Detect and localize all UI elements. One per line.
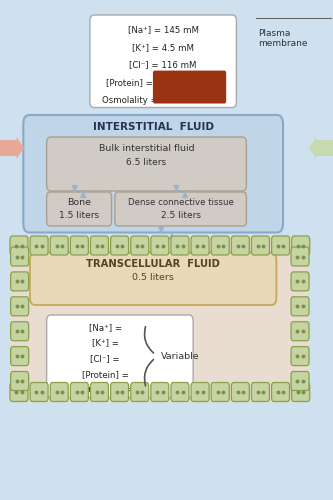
FancyBboxPatch shape	[23, 115, 283, 232]
Text: 0.5 liters: 0.5 liters	[132, 274, 174, 282]
FancyBboxPatch shape	[70, 382, 88, 402]
FancyBboxPatch shape	[50, 382, 68, 402]
FancyBboxPatch shape	[151, 236, 169, 255]
Text: [Na⁺] =: [Na⁺] =	[89, 323, 122, 332]
FancyBboxPatch shape	[70, 236, 88, 255]
Text: Bone: Bone	[67, 198, 91, 207]
FancyBboxPatch shape	[115, 192, 246, 226]
FancyBboxPatch shape	[50, 236, 68, 255]
FancyBboxPatch shape	[291, 272, 309, 291]
FancyBboxPatch shape	[131, 382, 149, 402]
FancyBboxPatch shape	[251, 382, 269, 402]
Text: Plasma
membrane: Plasma membrane	[258, 29, 308, 48]
FancyBboxPatch shape	[291, 322, 309, 340]
Text: [Cl⁻] =: [Cl⁻] =	[91, 354, 120, 363]
Text: Bulk interstitial fluid: Bulk interstitial fluid	[99, 144, 194, 153]
FancyBboxPatch shape	[211, 382, 229, 402]
FancyBboxPatch shape	[272, 382, 290, 402]
FancyBboxPatch shape	[251, 236, 269, 255]
FancyBboxPatch shape	[91, 382, 109, 402]
Text: 1.5 liters: 1.5 liters	[59, 211, 99, 220]
FancyBboxPatch shape	[171, 236, 189, 255]
FancyBboxPatch shape	[30, 252, 276, 305]
Text: 10.5 liters: 10.5 liters	[129, 137, 177, 146]
FancyBboxPatch shape	[47, 192, 112, 226]
FancyBboxPatch shape	[291, 372, 309, 390]
FancyBboxPatch shape	[171, 382, 189, 402]
Text: [Cl⁻] = 116 mM: [Cl⁻] = 116 mM	[130, 60, 197, 70]
FancyBboxPatch shape	[11, 247, 29, 266]
FancyBboxPatch shape	[10, 235, 310, 402]
Text: [Na⁺] = 145 mM: [Na⁺] = 145 mM	[128, 25, 199, 34]
FancyArrow shape	[309, 137, 333, 159]
FancyBboxPatch shape	[191, 382, 209, 402]
FancyBboxPatch shape	[10, 236, 28, 255]
Text: 6.5 liters: 6.5 liters	[127, 158, 166, 167]
Text: Variable: Variable	[161, 352, 199, 361]
FancyBboxPatch shape	[153, 70, 226, 104]
FancyBboxPatch shape	[91, 236, 109, 255]
Text: TRANSCELLULAR  FLUID: TRANSCELLULAR FLUID	[86, 259, 220, 269]
FancyBboxPatch shape	[11, 297, 29, 316]
Text: [K⁺] = 4.5 mM: [K⁺] = 4.5 mM	[132, 43, 194, 52]
FancyBboxPatch shape	[191, 236, 209, 255]
FancyBboxPatch shape	[291, 297, 309, 316]
Text: Osmolality =: Osmolality =	[77, 386, 133, 394]
FancyBboxPatch shape	[111, 382, 129, 402]
Text: Dense connective tissue: Dense connective tissue	[128, 198, 233, 207]
FancyBboxPatch shape	[291, 247, 309, 266]
FancyArrow shape	[0, 137, 24, 159]
Text: Osmolality =: Osmolality =	[102, 96, 158, 105]
Text: 2.5 liters: 2.5 liters	[161, 211, 201, 220]
FancyBboxPatch shape	[11, 322, 29, 340]
FancyBboxPatch shape	[11, 346, 29, 366]
FancyBboxPatch shape	[292, 236, 310, 255]
Text: INTERSTITIAL  FLUID: INTERSTITIAL FLUID	[93, 122, 214, 132]
FancyBboxPatch shape	[10, 382, 28, 402]
Text: [K⁺] =: [K⁺] =	[92, 338, 119, 347]
FancyBboxPatch shape	[30, 236, 48, 255]
FancyBboxPatch shape	[231, 236, 249, 255]
FancyBboxPatch shape	[47, 137, 246, 191]
Text: [Protein] =: [Protein] =	[106, 78, 153, 88]
FancyBboxPatch shape	[151, 382, 169, 402]
FancyBboxPatch shape	[11, 372, 29, 390]
FancyBboxPatch shape	[291, 346, 309, 366]
FancyBboxPatch shape	[90, 15, 236, 108]
FancyBboxPatch shape	[111, 236, 129, 255]
FancyBboxPatch shape	[292, 382, 310, 402]
FancyBboxPatch shape	[30, 382, 48, 402]
Text: [Protein] =: [Protein] =	[82, 370, 129, 378]
FancyBboxPatch shape	[47, 315, 193, 398]
FancyBboxPatch shape	[11, 272, 29, 291]
FancyBboxPatch shape	[211, 236, 229, 255]
FancyBboxPatch shape	[231, 382, 249, 402]
FancyBboxPatch shape	[272, 236, 290, 255]
FancyBboxPatch shape	[131, 236, 149, 255]
